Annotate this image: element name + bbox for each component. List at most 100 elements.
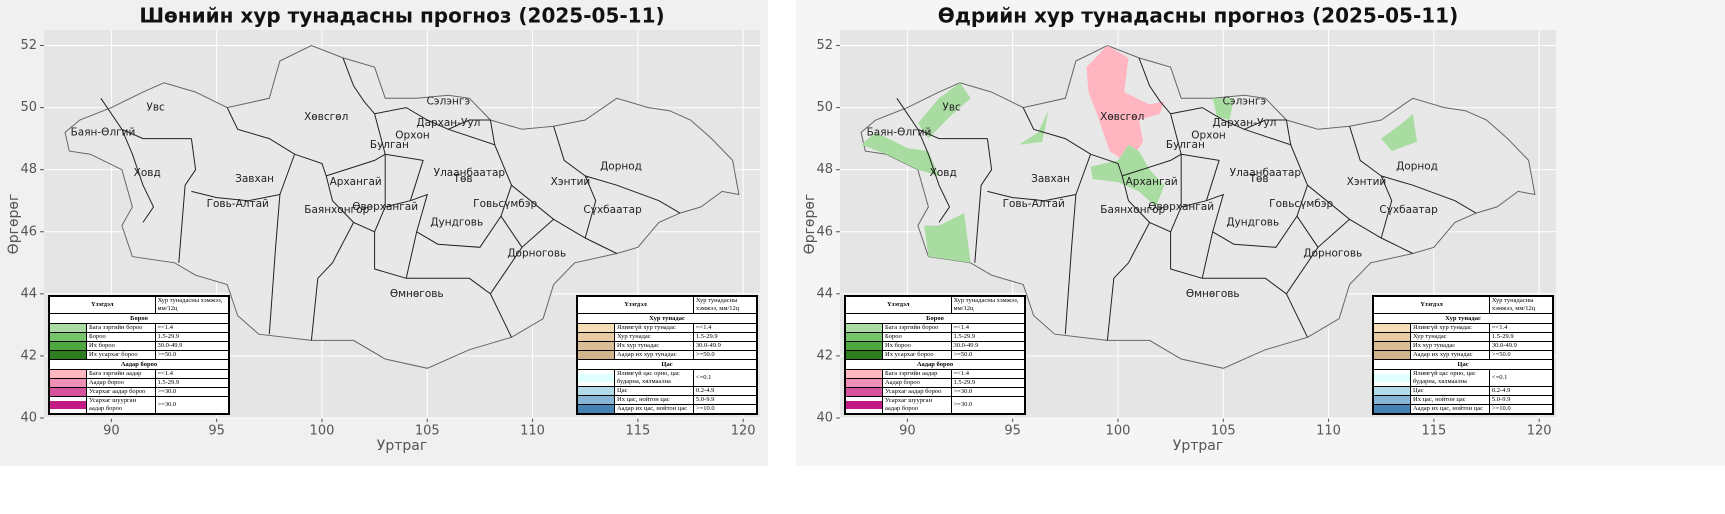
province-border [974, 138, 993, 263]
x-tick-label: 100 [310, 424, 335, 439]
y-axis-label: Өргөрөг [6, 194, 22, 255]
legend-swatch-cell [49, 369, 87, 379]
province-border [279, 153, 327, 195]
legend-name: Аадар их хур тунадас [614, 350, 694, 360]
province-border [489, 119, 496, 145]
province-border [1170, 231, 1308, 338]
province-label: Дорноговь [1303, 247, 1362, 259]
legend-amount: 5.0-9.9 [1488, 395, 1554, 405]
legend-name: Их цас, нойтон цас [614, 395, 694, 405]
legend-swatch [50, 342, 86, 350]
province-label: Дорнод [1396, 161, 1438, 173]
legend-swatch [50, 370, 86, 378]
legend-swatch-cell [49, 396, 87, 414]
legend-name: Бага зэргийн аадар [86, 369, 156, 379]
province-label: Баянхонгор [304, 204, 369, 216]
legend-name: Усархаг аадар бороо [882, 387, 952, 397]
legend-name: Аадар их хур тунадас [1410, 350, 1490, 360]
legend-swatch-cell [1373, 386, 1411, 396]
legend-swatch-cell [845, 341, 883, 351]
x-tick-label: 90 [899, 424, 916, 439]
legend-swatch [1374, 396, 1410, 404]
legend-name: Усархаг шуурган аадар бороо [882, 396, 952, 414]
y-tick-label: 52 [20, 38, 37, 53]
legend-name: Их цас, нойтон цас [1410, 395, 1490, 405]
legend-swatch-cell [1373, 332, 1411, 342]
legend-swatch [578, 374, 614, 382]
legend-swatch [50, 379, 86, 387]
legend-swatch [846, 333, 882, 341]
province-border [500, 215, 523, 248]
legend-swatch [50, 333, 86, 341]
legend-swatch [1374, 405, 1410, 413]
legend-amount: >=50.0 [692, 350, 758, 360]
legend: Үзэгдэл Хур тунадасны хэмжээ, мм/12ц Бороо… [844, 295, 1026, 415]
y-tick-label: 44 [20, 286, 37, 301]
legend-swatch-cell [49, 378, 87, 388]
legend-name: Усархаг аадар бороо [86, 387, 156, 397]
legend-amount: >=50.0 [154, 350, 230, 360]
country-outline [64, 44, 740, 369]
y-tick-label: 46 [20, 224, 37, 239]
legend-amount: >=30.0 [154, 396, 230, 414]
legend-swatch [50, 324, 86, 332]
legend-swatch-cell [1373, 369, 1411, 387]
legend-section: Аадар бороо [49, 359, 229, 370]
legend-amount: =<1.4 [950, 323, 1026, 333]
province-label: Завхан [1031, 173, 1070, 185]
legend: Үзэгдэл Хур тунадасны хэмжээ, мм/12ц Хур т… [576, 295, 758, 415]
legend-swatch [578, 396, 614, 404]
y-tick-label: 42 [816, 348, 833, 363]
precip-region [924, 213, 971, 263]
legend-amount: 1.5-29.9 [950, 378, 1026, 388]
legend-swatch-cell [49, 350, 87, 360]
legend-amount: 30.0-49.9 [154, 341, 230, 351]
legend-swatch [50, 351, 86, 359]
province-border [1296, 215, 1319, 248]
legend-swatch-cell [1373, 395, 1411, 405]
legend-amount: 30.0-49.9 [1488, 341, 1554, 351]
legend-swatch-cell [577, 404, 615, 414]
legend-header: Үзэгдэл [845, 296, 952, 314]
x-tick-label: 110 [1316, 424, 1341, 439]
legend-amount: 1.5-29.9 [950, 332, 1026, 342]
legend-swatch-cell [49, 323, 87, 333]
legend-name: Аадар их цас, нойтон цас [1410, 404, 1490, 414]
province-label: Өвөрхангай [1148, 201, 1214, 213]
legend-name: Их бороо [882, 341, 952, 351]
province-label: Сүхбаатар [583, 204, 642, 216]
x-tick-label: 115 [1421, 424, 1446, 439]
legend-name: Ялимгүй хур тунадас [1410, 323, 1490, 333]
legend-name: Их усархаг бороо [882, 350, 952, 360]
province-label: Баянхонгор [1100, 204, 1165, 216]
legend-name: Хур тунадас [614, 332, 694, 342]
legend-swatch-cell [845, 387, 883, 397]
legend-swatch-cell [1373, 323, 1411, 333]
legend-amount: 1.5-29.9 [154, 378, 230, 388]
legend-swatch-cell [1373, 341, 1411, 351]
legend-swatch [578, 405, 614, 413]
y-tick-label: 48 [20, 162, 37, 177]
province-label: Дундговь [430, 216, 483, 228]
legend-name: Ялимгүй хур тунадас [614, 323, 694, 333]
legend-swatch [578, 324, 614, 332]
province-label: Төв [1249, 173, 1269, 185]
province-border [987, 190, 1076, 202]
province-label: Говь-Алтай [207, 198, 269, 210]
province-border [100, 98, 192, 140]
province-border [1106, 222, 1151, 341]
legend-swatch [578, 351, 614, 359]
legend-swatch-cell [845, 378, 883, 388]
y-tick-label: 42 [20, 348, 37, 363]
legend-amount: >=50.0 [1488, 350, 1554, 360]
legend-swatch-cell [49, 332, 87, 342]
legend-name: Их хур тунадас [1410, 341, 1490, 351]
legend-swatch [578, 387, 614, 395]
province-label: Булган [1166, 139, 1205, 151]
legend-swatch [846, 351, 882, 359]
y-tick-label: 40 [20, 411, 37, 426]
legend-swatch [578, 333, 614, 341]
legend-name: Ялимгүй цас орно, цас бударна, хялмаална [614, 369, 694, 387]
province-border [385, 153, 424, 201]
legend-name: Бага зэргийн бороо [86, 323, 156, 333]
